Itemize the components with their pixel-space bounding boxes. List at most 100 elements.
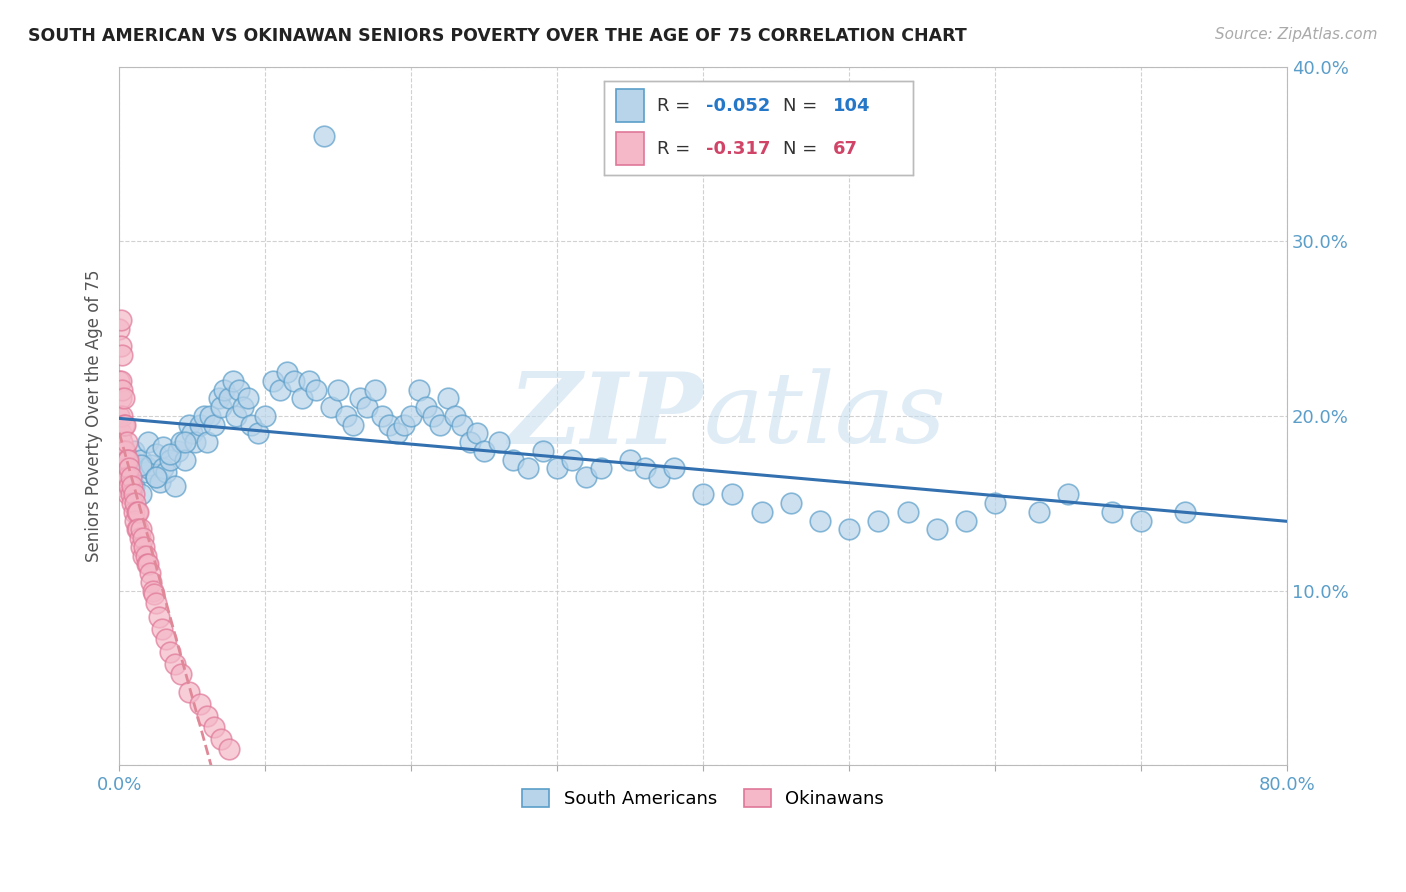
Point <box>148 609 170 624</box>
Point <box>408 383 430 397</box>
Point <box>112 417 135 432</box>
Point <box>143 587 166 601</box>
Point <box>236 392 259 406</box>
Point <box>112 443 135 458</box>
Point <box>145 596 167 610</box>
Point <box>108 409 131 423</box>
Point <box>925 523 948 537</box>
Point <box>561 452 583 467</box>
Point <box>188 697 211 711</box>
Point <box>136 558 159 572</box>
Point <box>181 426 204 441</box>
Point <box>141 574 163 589</box>
Point <box>169 435 191 450</box>
Point <box>429 417 451 432</box>
Point <box>129 487 152 501</box>
Point <box>115 452 138 467</box>
Point <box>110 452 132 467</box>
Point <box>195 435 218 450</box>
Point <box>110 392 132 406</box>
Point <box>589 461 612 475</box>
Point <box>371 409 394 423</box>
Point <box>179 685 201 699</box>
Point <box>202 417 225 432</box>
Point <box>110 339 132 353</box>
Point <box>115 470 138 484</box>
Point <box>269 383 291 397</box>
Point <box>174 452 197 467</box>
Point <box>662 461 685 475</box>
Point <box>1174 505 1197 519</box>
Point <box>575 470 598 484</box>
Point <box>132 540 155 554</box>
Point <box>145 470 167 484</box>
Point <box>108 443 131 458</box>
Point <box>159 447 181 461</box>
Point <box>465 426 488 441</box>
Point <box>117 487 139 501</box>
Point <box>121 479 143 493</box>
Point <box>114 417 136 432</box>
Point <box>214 383 236 397</box>
Point <box>1130 514 1153 528</box>
Point <box>108 479 131 493</box>
Point <box>195 709 218 723</box>
Point <box>135 465 157 479</box>
Point <box>118 461 141 475</box>
Point <box>124 514 146 528</box>
Point <box>110 313 132 327</box>
Point <box>111 348 134 362</box>
Point <box>619 452 641 467</box>
Point <box>128 531 150 545</box>
Point <box>779 496 801 510</box>
Point <box>415 400 437 414</box>
Point <box>1028 505 1050 519</box>
Point <box>138 435 160 450</box>
Point <box>531 443 554 458</box>
Point <box>122 443 145 458</box>
Point <box>115 470 138 484</box>
Point <box>124 496 146 510</box>
Point <box>451 417 474 432</box>
Point <box>207 392 229 406</box>
Point <box>122 479 145 493</box>
Point <box>218 392 240 406</box>
Point <box>838 523 860 537</box>
Point <box>150 622 173 636</box>
Point <box>159 452 181 467</box>
Point <box>120 452 142 467</box>
Point <box>262 374 284 388</box>
Point <box>155 632 177 647</box>
Point <box>184 435 207 450</box>
Point <box>193 409 215 423</box>
Point <box>458 435 481 450</box>
Point <box>211 731 233 746</box>
Point <box>149 475 172 490</box>
Point <box>385 426 408 441</box>
Point <box>163 657 186 671</box>
Point <box>139 566 162 580</box>
Point <box>378 417 401 432</box>
Point <box>228 383 250 397</box>
Point <box>291 392 314 406</box>
Point <box>163 479 186 493</box>
Point <box>1101 505 1123 519</box>
Point <box>422 409 444 423</box>
Point <box>145 447 167 461</box>
Point <box>108 321 131 335</box>
Point <box>1057 487 1080 501</box>
Point <box>472 443 495 458</box>
Point <box>436 392 458 406</box>
Text: Source: ZipAtlas.com: Source: ZipAtlas.com <box>1215 27 1378 42</box>
Point <box>110 374 132 388</box>
Point <box>152 461 174 475</box>
Point <box>125 505 148 519</box>
Point <box>188 417 211 432</box>
Point <box>142 583 165 598</box>
Point <box>218 742 240 756</box>
Point <box>896 505 918 519</box>
Point <box>127 505 149 519</box>
Point <box>121 496 143 510</box>
Point <box>444 409 467 423</box>
Point <box>117 470 139 484</box>
